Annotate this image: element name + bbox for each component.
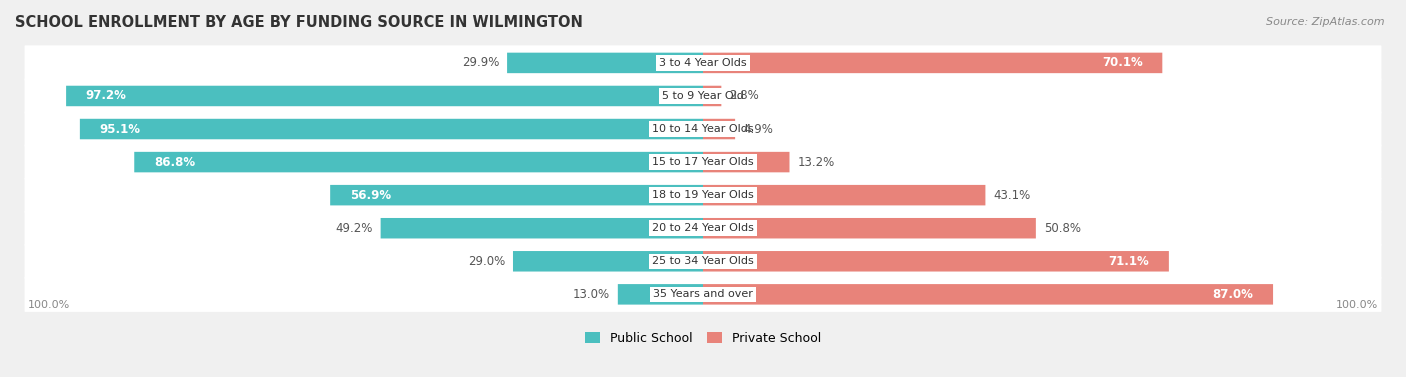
FancyBboxPatch shape [703,152,790,172]
Text: 97.2%: 97.2% [86,89,127,103]
FancyBboxPatch shape [617,284,703,305]
FancyBboxPatch shape [24,277,1382,312]
Text: 49.2%: 49.2% [336,222,373,235]
FancyBboxPatch shape [24,112,1382,147]
FancyBboxPatch shape [703,251,1168,271]
Text: 70.1%: 70.1% [1102,57,1143,69]
Text: 29.9%: 29.9% [461,57,499,69]
Text: 95.1%: 95.1% [100,123,141,136]
FancyBboxPatch shape [80,119,703,139]
FancyBboxPatch shape [24,244,1382,279]
FancyBboxPatch shape [381,218,703,239]
FancyBboxPatch shape [24,211,1382,246]
Text: 13.2%: 13.2% [797,156,835,169]
Text: 87.0%: 87.0% [1212,288,1253,301]
FancyBboxPatch shape [513,251,703,271]
FancyBboxPatch shape [66,86,703,106]
Text: 2.8%: 2.8% [730,89,759,103]
Text: 5 to 9 Year Old: 5 to 9 Year Old [662,91,744,101]
Text: 18 to 19 Year Olds: 18 to 19 Year Olds [652,190,754,200]
FancyBboxPatch shape [134,152,703,172]
FancyBboxPatch shape [24,178,1382,213]
FancyBboxPatch shape [330,185,703,205]
FancyBboxPatch shape [703,185,986,205]
Text: 71.1%: 71.1% [1108,255,1149,268]
Text: 100.0%: 100.0% [1336,300,1378,310]
FancyBboxPatch shape [703,218,1036,239]
Text: 29.0%: 29.0% [468,255,505,268]
Text: 100.0%: 100.0% [28,300,70,310]
Text: 50.8%: 50.8% [1043,222,1081,235]
Text: 4.9%: 4.9% [742,123,773,136]
FancyBboxPatch shape [703,53,1163,73]
Text: 15 to 17 Year Olds: 15 to 17 Year Olds [652,157,754,167]
FancyBboxPatch shape [703,86,721,106]
FancyBboxPatch shape [703,119,735,139]
Text: 43.1%: 43.1% [993,188,1031,202]
Text: 35 Years and over: 35 Years and over [652,289,754,299]
Text: Source: ZipAtlas.com: Source: ZipAtlas.com [1267,17,1385,27]
Text: 13.0%: 13.0% [572,288,610,301]
FancyBboxPatch shape [24,78,1382,113]
Text: 10 to 14 Year Olds: 10 to 14 Year Olds [652,124,754,134]
Legend: Public School, Private School: Public School, Private School [585,332,821,345]
Text: 25 to 34 Year Olds: 25 to 34 Year Olds [652,256,754,266]
Text: 3 to 4 Year Olds: 3 to 4 Year Olds [659,58,747,68]
FancyBboxPatch shape [24,144,1382,179]
Text: 86.8%: 86.8% [153,156,195,169]
Text: SCHOOL ENROLLMENT BY AGE BY FUNDING SOURCE IN WILMINGTON: SCHOOL ENROLLMENT BY AGE BY FUNDING SOUR… [15,15,583,30]
FancyBboxPatch shape [508,53,703,73]
Text: 56.9%: 56.9% [350,188,391,202]
FancyBboxPatch shape [24,45,1382,80]
FancyBboxPatch shape [703,284,1272,305]
Text: 20 to 24 Year Olds: 20 to 24 Year Olds [652,223,754,233]
